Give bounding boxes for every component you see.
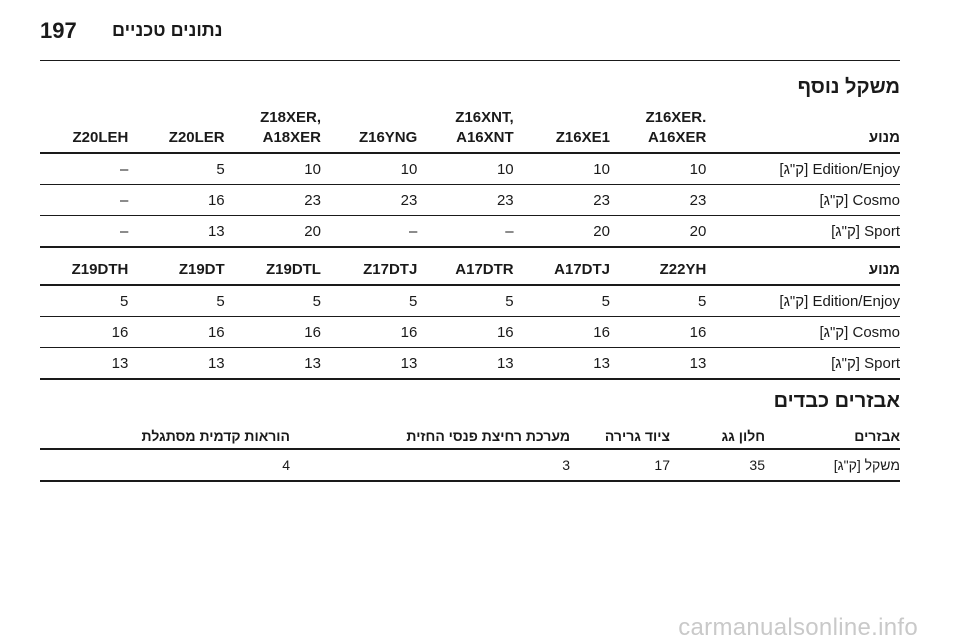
cell: 5 [136, 153, 233, 185]
cell: 5 [40, 285, 137, 317]
cell: 13 [40, 347, 137, 380]
table-row: – 16 23 23 23 23 23 Cosmo [ק"ג] [40, 184, 900, 216]
row-label: משקל [ק"ג] [765, 449, 900, 482]
cell: – [328, 215, 426, 248]
cell: 10 [232, 153, 329, 185]
row-label: Sport [ק"ג] [714, 215, 900, 248]
cell: 13 [425, 347, 522, 380]
row-label: Cosmo [ק"ג] [714, 184, 900, 216]
row-label: Sport [ק"ג] [714, 347, 900, 380]
cell: 5 [328, 285, 426, 317]
weight-table-petrol: Z20LEH Z20LER Z18XER, A18XER Z16YNG Z16XN… [40, 104, 900, 248]
model-header: Z16YNG [328, 104, 426, 154]
cell: 23 [232, 184, 329, 216]
cell: – [425, 215, 522, 248]
cell: – [40, 153, 137, 185]
cell: 16 [40, 316, 137, 348]
page-number: 197 [40, 18, 77, 43]
cell: 20 [232, 215, 329, 248]
cell: 13 [328, 347, 426, 380]
model-header: Z20LER [136, 104, 233, 154]
chapter-title: נתונים טכניים [112, 20, 223, 40]
row-label: Cosmo [ק"ג] [714, 316, 900, 348]
cell: 5 [617, 285, 715, 317]
table-row: 4 3 17 35 משקל [ק"ג] [40, 449, 900, 482]
cell: 10 [521, 153, 618, 185]
cell: 10 [425, 153, 522, 185]
table-header-row: Z20LEH Z20LER Z18XER, A18XER Z16YNG Z16XN… [40, 104, 900, 154]
cell: – [40, 215, 137, 248]
model-header: Z18XER, A18XER [232, 104, 329, 154]
table-row: 5 5 5 5 5 5 5 Edition/Enjoy [ק"ג] [40, 285, 900, 317]
model-header: Z19DTH [40, 256, 137, 286]
row-label: Edition/Enjoy [ק"ג] [714, 153, 900, 185]
cell: 5 [136, 285, 233, 317]
cell: 13 [232, 347, 329, 380]
accessories-table: הוראות קדמית מסתגלת מערכת רחיצת פנסי החז… [40, 420, 900, 482]
cell: 16 [136, 184, 233, 216]
cell: 5 [521, 285, 618, 317]
cell: 13 [136, 347, 233, 380]
cell: 5 [232, 285, 329, 317]
cell: – [40, 184, 137, 216]
cell: 16 [232, 316, 329, 348]
cell: 13 [521, 347, 618, 380]
cell: 16 [136, 316, 233, 348]
model-header: A17DTR [425, 256, 522, 286]
model-header: Z16XNT, A16XNT [425, 104, 522, 154]
column-header: חלון גג [670, 420, 765, 450]
cell: 20 [521, 215, 618, 248]
cell: 23 [328, 184, 426, 216]
cell: 13 [136, 215, 233, 248]
table-row: 13 13 13 13 13 13 13 Sport [ק"ג] [40, 347, 900, 380]
column-header: מערכת רחיצת פנסי החזית [290, 420, 570, 450]
table-row: – 5 10 10 10 10 10 Edition/Enjoy [ק"ג] [40, 153, 900, 185]
cell: 3 [290, 449, 570, 482]
watermark: carmanualsonline.info [678, 614, 918, 641]
model-header: Z19DTL [232, 256, 329, 286]
cell: 10 [328, 153, 426, 185]
model-header: Z16XE1 [521, 104, 618, 154]
model-header: Z22YH [617, 256, 715, 286]
engine-header: מנוע [714, 256, 900, 286]
section-title-heavy-accessories: אבזרים כבדים [773, 390, 900, 412]
model-header: Z16XER. A16XER [617, 104, 715, 154]
engine-header: מנוע [714, 104, 900, 154]
section-title-added-weight: משקל נוסף [797, 76, 900, 98]
model-header: Z17DTJ [328, 256, 426, 286]
model-header: Z19DT [136, 256, 233, 286]
model-header: Z20LEH [40, 104, 137, 154]
table-header-row: הוראות קדמית מסתגלת מערכת רחיצת פנסי החז… [40, 420, 900, 450]
cell: 16 [617, 316, 715, 348]
cell: 16 [425, 316, 522, 348]
cell: 4 [40, 449, 290, 482]
cell: 10 [617, 153, 715, 185]
cell: 23 [425, 184, 522, 216]
page-header: 197 נתונים טכניים [40, 14, 900, 50]
cell: 23 [521, 184, 618, 216]
table-row: 16 16 16 16 16 16 16 Cosmo [ק"ג] [40, 316, 900, 348]
cell: 35 [670, 449, 765, 482]
row-label: Edition/Enjoy [ק"ג] [714, 285, 900, 317]
cell: 5 [425, 285, 522, 317]
column-header: אבזרים [765, 420, 900, 450]
column-header: הוראות קדמית מסתגלת [40, 420, 290, 450]
cell: 16 [521, 316, 618, 348]
cell: 20 [617, 215, 715, 248]
cell: 17 [570, 449, 670, 482]
column-header: ציוד גרירה [570, 420, 670, 450]
cell: 16 [328, 316, 426, 348]
cell: 13 [617, 347, 715, 380]
cell: 23 [617, 184, 715, 216]
model-header: A17DTJ [521, 256, 618, 286]
table-row: – 13 20 – – 20 20 Sport [ק"ג] [40, 215, 900, 248]
weight-table-diesel: Z19DTH Z19DT Z19DTL Z17DTJ A17DTR A17DTJ… [40, 256, 900, 380]
table-header-row: Z19DTH Z19DT Z19DTL Z17DTJ A17DTR A17DTJ… [40, 256, 900, 286]
header-divider [40, 60, 900, 61]
